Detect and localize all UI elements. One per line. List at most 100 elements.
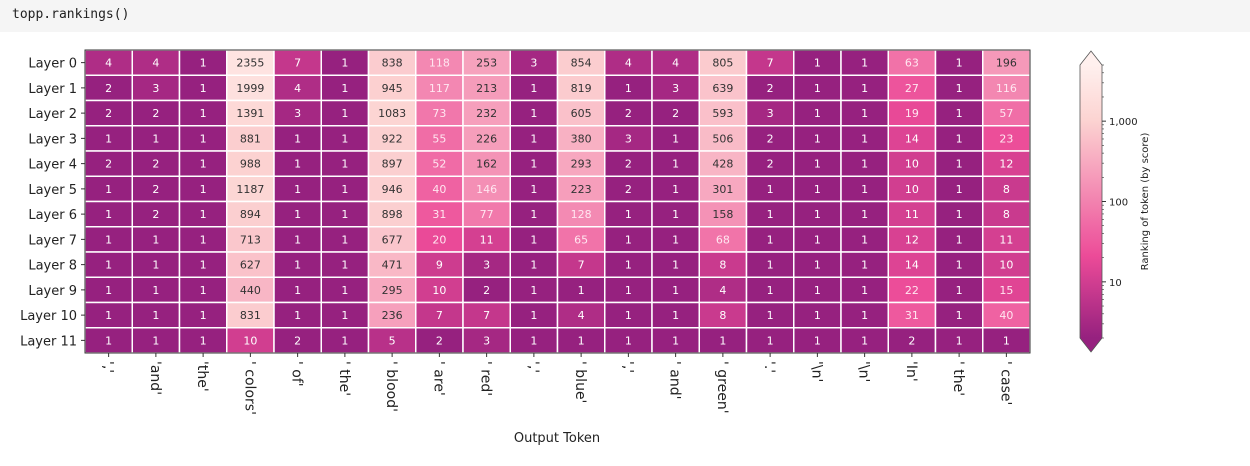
heatmap-border bbox=[84, 49, 1031, 354]
heatmap-cell-value: 1 bbox=[294, 259, 301, 272]
heatmap-cell bbox=[320, 175, 370, 203]
x-tick-label: ',' bbox=[619, 361, 635, 373]
heatmap-cell bbox=[556, 200, 606, 228]
heatmap-cell-value: 593 bbox=[712, 107, 733, 120]
heatmap-cell-value: 3 bbox=[767, 107, 774, 120]
heatmap-cell-value: 1 bbox=[294, 132, 301, 145]
heatmap-cell-value: 1 bbox=[814, 82, 821, 95]
heatmap-cell bbox=[178, 200, 228, 228]
heatmap-cell-value: 2 bbox=[767, 132, 774, 145]
heatmap-cell bbox=[840, 74, 889, 102]
heatmap-cell bbox=[604, 150, 653, 177]
heatmap-cell bbox=[273, 150, 322, 177]
y-tick-label: Layer 1 bbox=[28, 82, 77, 97]
heatmap-cell-value: 639 bbox=[712, 82, 733, 95]
heatmap-cell-value: 1 bbox=[200, 183, 207, 196]
x-tick-label: ',' bbox=[100, 361, 116, 373]
heatmap-cell-value: 1 bbox=[767, 284, 774, 297]
heatmap-cell-value: 1 bbox=[814, 107, 821, 120]
heatmap-cell bbox=[840, 327, 889, 354]
heatmap-cell-value: 10 bbox=[432, 284, 446, 297]
y-tick-label: Layer 3 bbox=[28, 132, 77, 147]
heatmap-cell-value: 1 bbox=[861, 309, 868, 322]
heatmap-cell-value: 2 bbox=[152, 183, 159, 196]
heatmap-cell-value: 1 bbox=[861, 158, 868, 171]
heatmap-cell-value: 2 bbox=[625, 107, 632, 120]
heatmap-cell-value: 2 bbox=[152, 208, 159, 221]
y-tick-label: Layer 4 bbox=[28, 158, 77, 173]
heatmap-cell-value: 1 bbox=[672, 284, 679, 297]
heatmap-cell-value: 1 bbox=[861, 284, 868, 297]
heatmap-cell-value: 236 bbox=[382, 309, 403, 322]
y-tick-label: Layer 9 bbox=[28, 284, 77, 299]
heatmap-cell-value: 158 bbox=[712, 208, 733, 221]
y-axis-labels: Layer 0 Layer 1 Layer 2 Layer 3 Layer 4 Layer… bbox=[20, 57, 85, 349]
heatmap-cell-value: 2 bbox=[767, 158, 774, 171]
heatmap-cell-value: 22 bbox=[905, 284, 919, 297]
heatmap-cell bbox=[982, 175, 1031, 203]
heatmap-cell-value: 14 bbox=[905, 259, 919, 272]
heatmap-cell-value: 128 bbox=[571, 208, 592, 221]
heatmap-cell-value: 1 bbox=[530, 259, 537, 272]
heatmap-cell-value: 7 bbox=[578, 259, 585, 272]
heatmap-cell bbox=[840, 175, 889, 203]
heatmap-cell bbox=[273, 125, 322, 152]
heatmap-cell-value: 1 bbox=[105, 132, 112, 145]
heatmap-cell bbox=[509, 327, 559, 354]
heatmap-cell bbox=[131, 251, 181, 278]
heatmap-cell-value: 10 bbox=[243, 334, 257, 347]
heatmap-cell-value: 1 bbox=[105, 334, 112, 347]
heatmap-cell bbox=[934, 49, 984, 76]
heatmap-cell-value: 1 bbox=[767, 259, 774, 272]
heatmap-cell-value: 1 bbox=[672, 309, 679, 322]
heatmap-cell-value: 1 bbox=[861, 208, 868, 221]
heatmap-cell-value: 1 bbox=[814, 183, 821, 196]
heatmap-cell-value: 4 bbox=[578, 309, 585, 322]
heatmap-cell bbox=[367, 276, 417, 304]
heatmap-cell-value: 1 bbox=[105, 284, 112, 297]
heatmap-cell bbox=[982, 251, 1031, 278]
heatmap-cell-value: 57 bbox=[999, 107, 1013, 120]
heatmap-cell-value: 1 bbox=[767, 208, 774, 221]
heatmap-cell-value: 1 bbox=[152, 233, 159, 246]
heatmap-cell-value: 1 bbox=[861, 107, 868, 120]
heatmap-cell-value: 1 bbox=[625, 284, 632, 297]
heatmap-cell-value: 1 bbox=[814, 334, 821, 347]
heatmap-cell-value: 1 bbox=[814, 309, 821, 322]
heatmap-cell-value: 4 bbox=[294, 82, 301, 95]
heatmap-cell-value: 1 bbox=[767, 183, 774, 196]
heatmap-cell-value: 805 bbox=[712, 57, 733, 70]
heatmap-cell-value: 196 bbox=[996, 57, 1017, 70]
heatmap-cell-value: 1 bbox=[956, 309, 963, 322]
y-tick-label: Layer 10 bbox=[20, 309, 77, 324]
heatmap-cell bbox=[320, 200, 370, 228]
heatmap-cell-value: 2 bbox=[672, 107, 679, 120]
heatmap-cell-value: 2 bbox=[767, 82, 774, 95]
y-tick-label: Layer 0 bbox=[28, 57, 77, 72]
heatmap-cell-value: 4 bbox=[152, 57, 159, 70]
code-cell[interactable]: topp.rankings() bbox=[0, 0, 1250, 32]
heatmap-cell-value: 1 bbox=[294, 284, 301, 297]
heatmap-cell-value: 12 bbox=[905, 233, 919, 246]
heatmap-cell-value: 3 bbox=[483, 259, 490, 272]
heatmap-cell bbox=[367, 125, 417, 152]
x-tick-label: ' red' bbox=[478, 361, 494, 396]
heatmap-cell bbox=[745, 327, 795, 354]
heatmap-cell-value: 1 bbox=[200, 334, 207, 347]
heatmap-cell-value: 1 bbox=[814, 284, 821, 297]
x-tick-label: ' and' bbox=[667, 361, 683, 400]
heatmap-cell-value: 1 bbox=[200, 284, 207, 297]
heatmap-cell-value: 1 bbox=[105, 233, 112, 246]
x-tick-label: ' are' bbox=[430, 361, 446, 396]
heatmap-cell-value: 40 bbox=[432, 183, 446, 196]
heatmap-cell bbox=[840, 150, 889, 177]
heatmap-cell bbox=[462, 251, 511, 278]
heatmap-cell-value: 55 bbox=[432, 132, 446, 145]
heatmap-cell-value: 1 bbox=[200, 57, 207, 70]
x-tick-label: ' the' bbox=[336, 361, 352, 396]
heatmap-cell-value: 1 bbox=[341, 183, 348, 196]
code-input-text[interactable]: topp.rankings() bbox=[12, 7, 130, 22]
heatmap-cell-value: 2 bbox=[436, 334, 443, 347]
heatmap-cell-value: 1 bbox=[530, 284, 537, 297]
heatmap-cell-value: 2 bbox=[908, 334, 915, 347]
